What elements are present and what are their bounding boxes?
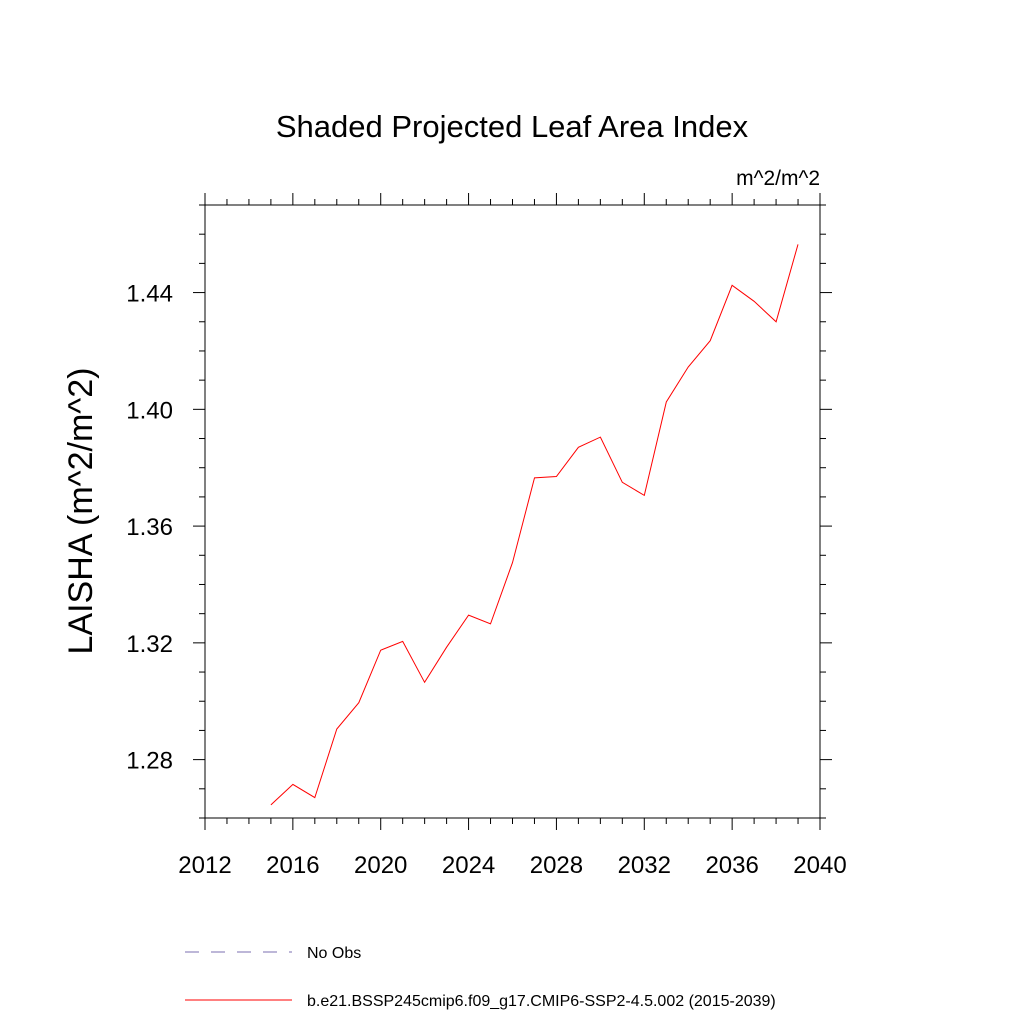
y-axis-label: LAISHA (m^2/m^2) [62, 368, 100, 655]
x-tick-label: 2020 [354, 852, 407, 879]
y-tick-label: 1.28 [126, 748, 173, 775]
x-tick-label: 2040 [793, 852, 846, 879]
x-tick-label: 2028 [530, 852, 583, 879]
series-line [270, 244, 799, 806]
x-tick-label: 2032 [618, 852, 671, 879]
y-tick-label: 1.32 [126, 631, 173, 658]
y-tick-label: 1.44 [126, 281, 173, 308]
x-tick-label: 2024 [442, 852, 495, 879]
series-layer [270, 244, 799, 806]
axis-tick-labels: 2012 2016 2020 2024 2028 2032 2036 2040 1.28 1.32… [126, 281, 846, 879]
units-label: m^2/m^2 [736, 167, 820, 190]
y-tick-label: 1.36 [126, 514, 173, 541]
x-tick-label: 2016 [266, 852, 319, 879]
x-tick-label: 2012 [178, 852, 231, 879]
legend-label: No Obs [307, 945, 361, 962]
axis-ticks [193, 193, 832, 830]
x-tick-label: 2036 [705, 852, 758, 879]
y-tick-label: 1.40 [126, 397, 173, 424]
legend: No Obs b.e21.BSSP245cmip6.f09_g17.CMIP6-S… [185, 945, 776, 1010]
chart-title: Shaded Projected Leaf Area Index [276, 109, 749, 144]
legend-label: b.e21.BSSP245cmip6.f09_g17.CMIP6-SSP2-4.… [307, 993, 776, 1010]
